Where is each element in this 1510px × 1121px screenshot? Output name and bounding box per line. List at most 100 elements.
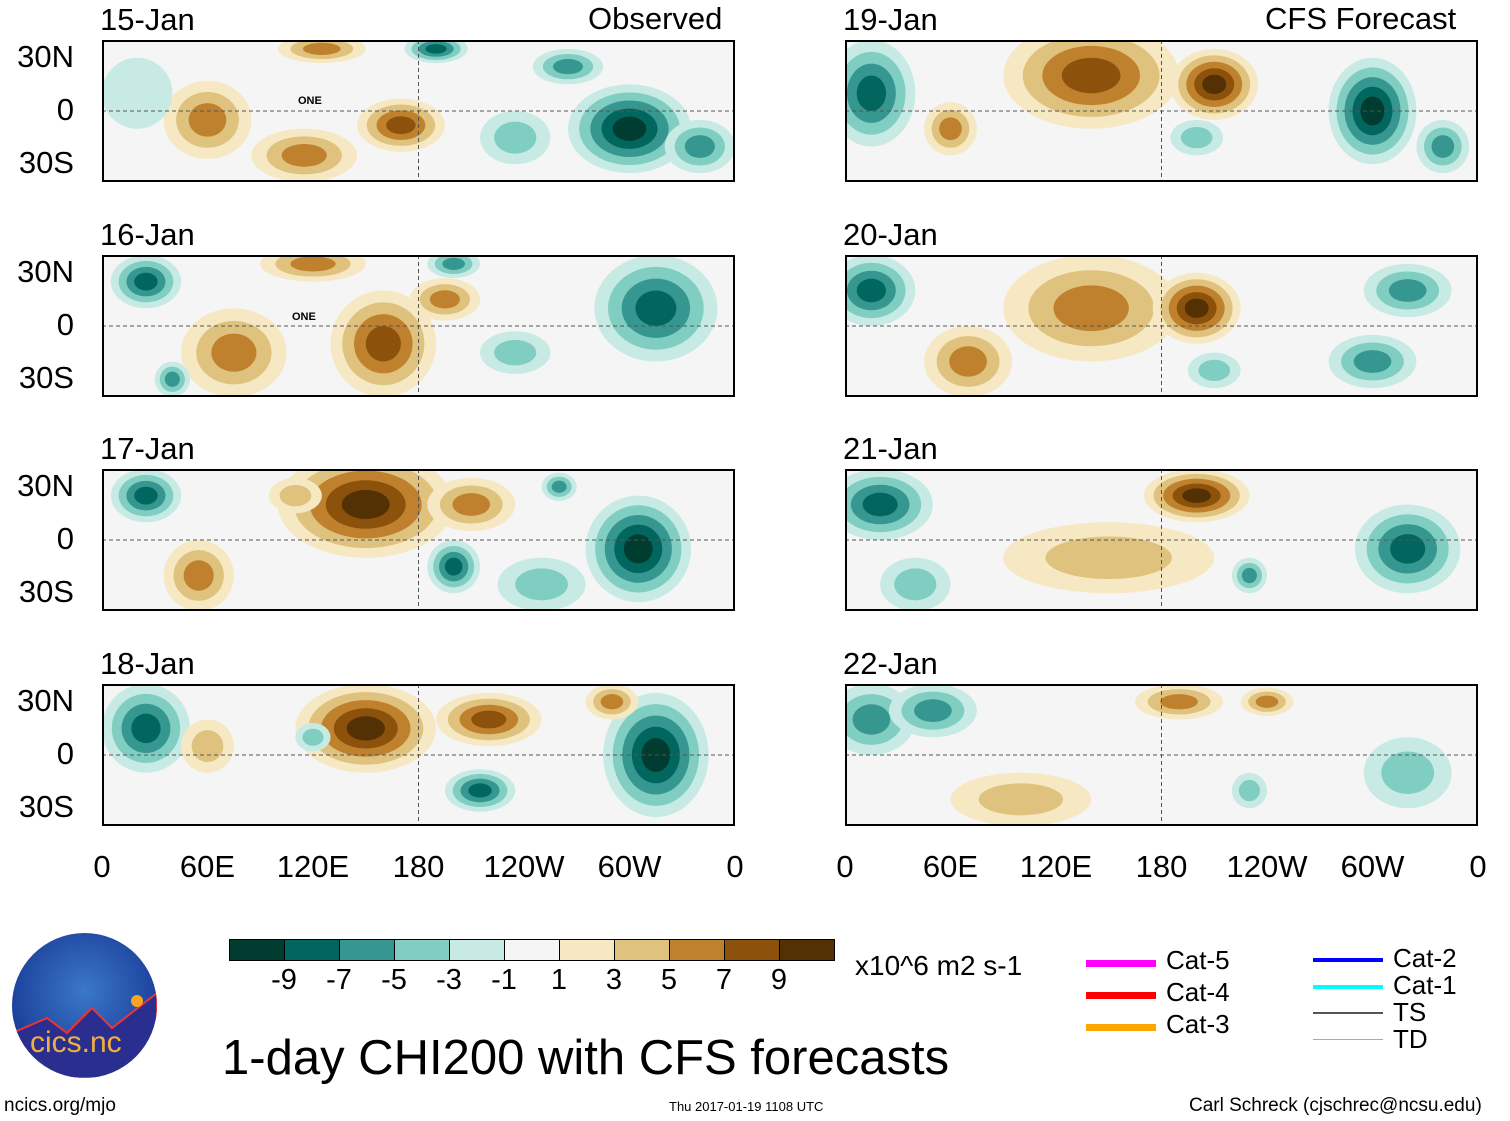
anomaly-contour: [1255, 695, 1279, 708]
anomaly-contour: [134, 272, 158, 291]
anomaly-map: [102, 469, 735, 611]
legend-line: [1313, 1012, 1383, 1014]
lat-tick-label: 0: [56, 307, 74, 342]
anomaly-contour: [600, 694, 624, 710]
lon-tick-label: 60E: [179, 849, 236, 884]
legend-line: [1313, 985, 1383, 989]
anomaly-contour: [1202, 74, 1227, 95]
anomaly-contour: [1381, 751, 1435, 795]
legend-label: TD: [1393, 1024, 1428, 1054]
anomaly-contour: [191, 730, 224, 763]
panel-frame: [102, 255, 735, 397]
anomaly-contour: [856, 75, 887, 111]
anomaly-contour: [635, 290, 677, 326]
anomaly-contour: [290, 256, 336, 272]
legend-label: Cat-1: [1393, 970, 1457, 1000]
mountain-icon: [12, 991, 157, 1078]
colorbar-label: 5: [660, 964, 678, 996]
lat-tick-label: 0: [56, 92, 74, 127]
legend-line: [1086, 1024, 1156, 1031]
anomaly-contour: [1182, 488, 1212, 503]
anomaly-contour: [346, 716, 385, 741]
colorbar-label: 3: [605, 964, 623, 996]
lon-tick-label: 0: [1469, 849, 1487, 884]
anomaly-contour: [552, 59, 584, 75]
anomaly-contour: [386, 116, 416, 135]
lat-tick-label: 0: [56, 736, 74, 771]
panel-date: 20-Jan: [843, 217, 938, 252]
anomaly-contour: [444, 557, 463, 576]
colorbar-swatch: [284, 939, 340, 961]
lon-tick-label: 0: [93, 849, 111, 884]
lon-tick-label: 0: [836, 849, 854, 884]
colorbar-label: 9: [770, 964, 788, 996]
anomaly-contour: [862, 492, 898, 517]
panel-date: 18-Jan: [100, 646, 195, 681]
lon-tick-label: 120W: [1226, 849, 1308, 884]
anomaly-contour: [856, 278, 887, 303]
forecast-header: CFS Forecast: [1265, 1, 1457, 36]
panel-frame: [102, 469, 735, 611]
panel-frame: [102, 40, 735, 182]
site-link[interactable]: ncics.org/mjo: [4, 1095, 116, 1116]
storm-label: ONE: [292, 311, 316, 323]
colorbar-swatch: [559, 939, 615, 961]
anomaly-map: [845, 684, 1478, 826]
colorbar-swatch: [779, 939, 835, 961]
anomaly-contour: [452, 493, 491, 516]
anomaly-contour: [1045, 536, 1173, 580]
anomaly-contour: [1431, 135, 1455, 158]
anomaly-contour: [1390, 534, 1426, 564]
anomaly-contour: [442, 257, 465, 270]
anomaly-contour: [623, 534, 653, 564]
anomaly-contour: [1238, 779, 1260, 802]
colorbar-swatch: [229, 939, 285, 961]
lon-tick-label: 60W: [597, 849, 662, 884]
storm-label: ONE: [298, 95, 322, 107]
lon-tick-label: 60W: [1340, 849, 1405, 884]
panel-frame: [102, 684, 735, 826]
legend-label: Cat-3: [1166, 1009, 1230, 1039]
cics-logo: cics.nc: [12, 933, 157, 1078]
lat-tick-label: 30N: [17, 254, 74, 289]
lat-tick-label: 30S: [18, 145, 74, 180]
anomaly-contour: [468, 783, 492, 798]
colorbar-swatch: [724, 939, 780, 961]
anomaly-contour: [279, 484, 312, 507]
anomaly-contour: [1061, 57, 1121, 94]
lat-tick-label: 30S: [18, 789, 74, 824]
anomaly-contour: [494, 339, 537, 366]
anomaly-contour: [1160, 694, 1198, 710]
colorbar-units: x10^6 m2 s-1: [855, 950, 1023, 981]
legend-label: TS: [1393, 997, 1427, 1027]
anomaly-contour: [1353, 350, 1392, 373]
colorbar-label: -3: [436, 964, 462, 996]
anomaly-contour: [211, 333, 257, 372]
anomaly-contour: [612, 116, 647, 141]
colorbar-label: 1: [550, 964, 568, 996]
colorbar-label: -9: [271, 964, 297, 996]
anomaly-contour: [551, 480, 567, 493]
anomaly-contour: [949, 346, 987, 377]
lon-tick-label: 120W: [483, 849, 565, 884]
lon-tick-label: 120E: [1019, 849, 1093, 884]
anomaly-map: [102, 684, 735, 826]
panel-frame: [845, 469, 1478, 611]
anomaly-contour: [131, 713, 161, 744]
anomaly-contour: [164, 371, 180, 387]
anomaly-contour: [978, 783, 1064, 816]
colorbar-swatch: [449, 939, 505, 961]
anomaly-contour: [1053, 285, 1129, 332]
anomaly-map: [845, 255, 1478, 397]
lat-tick-label: 30S: [18, 360, 74, 395]
panel-frame: [845, 684, 1478, 826]
anomaly-contour: [102, 57, 173, 129]
anomaly-map: [845, 40, 1478, 182]
anomaly-contour: [302, 42, 341, 55]
lat-tick-label: 30N: [17, 39, 74, 74]
anomaly-contour: [134, 486, 158, 505]
legend-line: [1086, 992, 1156, 999]
observed-header: Observed: [588, 1, 723, 36]
anomaly-contour: [894, 568, 937, 601]
lon-tick-label: 180: [1135, 849, 1188, 884]
